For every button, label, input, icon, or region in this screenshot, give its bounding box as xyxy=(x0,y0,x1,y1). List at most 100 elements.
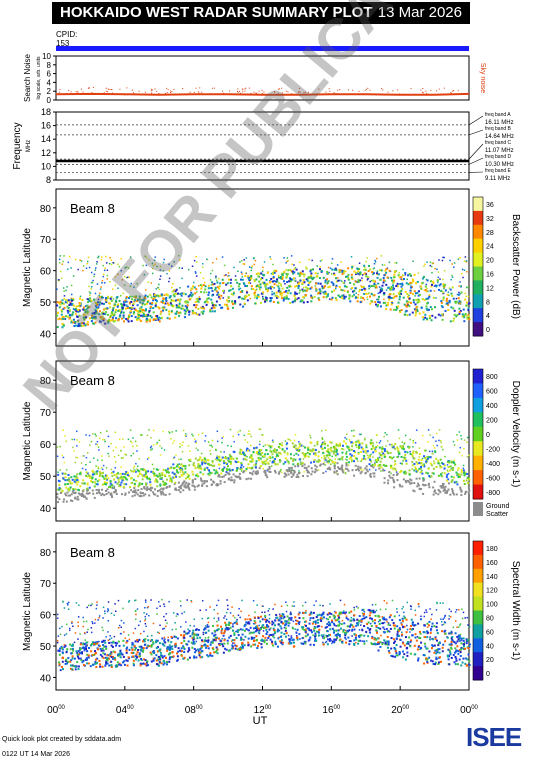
velocity-cell xyxy=(98,492,101,495)
width-cell xyxy=(104,610,106,612)
width-cell xyxy=(344,613,346,615)
noise-point xyxy=(410,87,412,89)
power-cell xyxy=(430,285,433,288)
width-cell xyxy=(371,604,374,606)
freq-band-label: freq band B xyxy=(485,126,512,132)
velocity-cell xyxy=(86,482,89,485)
velocity-cell xyxy=(261,455,264,458)
power-cell xyxy=(271,290,273,293)
width-cell xyxy=(398,653,401,656)
velocity-cell xyxy=(237,461,240,464)
power-cell xyxy=(430,319,433,322)
width-cell xyxy=(90,627,93,629)
velocity-cell xyxy=(221,456,224,459)
power-cell xyxy=(327,280,330,283)
velocity-cell xyxy=(236,467,239,470)
power-cell xyxy=(239,290,242,293)
power-cell xyxy=(331,258,334,260)
velocity-cell xyxy=(389,451,392,454)
width-cell xyxy=(168,600,170,603)
noise-point xyxy=(285,94,287,96)
power-cell xyxy=(383,274,386,277)
power-cell xyxy=(429,264,432,267)
power-cell xyxy=(391,279,394,282)
power-cell xyxy=(95,306,98,309)
power-cell xyxy=(74,313,77,316)
noise-point xyxy=(253,91,255,93)
power-cell xyxy=(209,272,212,275)
velocity-cell xyxy=(289,439,292,442)
power-cell xyxy=(411,278,414,281)
velocity-cell xyxy=(355,444,358,447)
power-cell xyxy=(231,306,234,309)
power-cell xyxy=(195,255,197,258)
power-cell xyxy=(234,302,237,305)
power-cell xyxy=(177,304,180,307)
velocity-cell xyxy=(245,478,248,481)
power-cell xyxy=(250,276,253,279)
width-cell xyxy=(444,621,447,624)
power-cell xyxy=(88,291,91,293)
width-cell xyxy=(452,626,455,629)
velocity-cell xyxy=(141,478,144,481)
velocity-cell xyxy=(192,473,195,476)
power-cell xyxy=(297,287,300,290)
power-cell xyxy=(148,259,150,261)
velocity-colorbar-segment xyxy=(473,369,483,384)
power-cell xyxy=(180,307,183,310)
power-cell xyxy=(93,317,96,320)
width-cell xyxy=(385,618,388,621)
velocity-cell xyxy=(179,486,182,489)
velocity-cell xyxy=(403,441,406,444)
velocity-cell xyxy=(261,460,264,463)
power-cell xyxy=(202,310,205,313)
velocity-cell xyxy=(77,498,80,501)
velocity-cell xyxy=(468,478,471,481)
velocity-cell xyxy=(450,480,453,483)
power-cell xyxy=(172,299,175,302)
velocity-cell xyxy=(168,431,170,433)
power-cell xyxy=(161,306,164,309)
power-cell xyxy=(367,293,369,295)
power-cell xyxy=(163,258,165,261)
velocity-cell xyxy=(451,467,454,470)
power-cell xyxy=(61,317,64,320)
power-cell xyxy=(359,279,362,282)
velocity-cell xyxy=(215,449,217,452)
width-cell xyxy=(308,613,311,616)
velocity-cell xyxy=(378,442,381,444)
power-cell xyxy=(152,264,155,267)
noise-point xyxy=(281,92,283,94)
power-colorbar-tick-label: 12 xyxy=(486,285,494,292)
velocity-cell xyxy=(137,475,140,478)
power-cell xyxy=(333,272,336,275)
power-cell xyxy=(271,293,274,296)
width-cell xyxy=(167,639,170,642)
power-cell xyxy=(285,289,288,292)
velocity-cell xyxy=(153,488,156,491)
velocity-cell xyxy=(342,471,345,474)
power-cell xyxy=(138,295,141,298)
velocity-cell xyxy=(236,475,239,478)
velocity-cell xyxy=(207,472,210,475)
velocity-cell xyxy=(214,472,217,475)
power-cell xyxy=(392,288,395,291)
power-cell xyxy=(165,308,168,311)
power-cell xyxy=(255,288,258,291)
power-cell xyxy=(398,293,401,296)
power-cell xyxy=(75,305,78,308)
power-cell xyxy=(378,301,381,304)
noise-point xyxy=(318,88,320,90)
velocity-cell xyxy=(143,487,146,490)
velocity-cell xyxy=(136,469,139,472)
velocity-cell xyxy=(106,474,109,477)
power-cell xyxy=(161,300,164,303)
power-cell xyxy=(61,302,64,305)
power-cell xyxy=(438,284,441,287)
width-cell xyxy=(70,659,73,662)
velocity-cell xyxy=(210,483,213,486)
velocity-cell xyxy=(449,469,452,472)
width-cell xyxy=(353,633,356,636)
velocity-cell xyxy=(246,455,248,458)
power-cell xyxy=(278,287,281,290)
